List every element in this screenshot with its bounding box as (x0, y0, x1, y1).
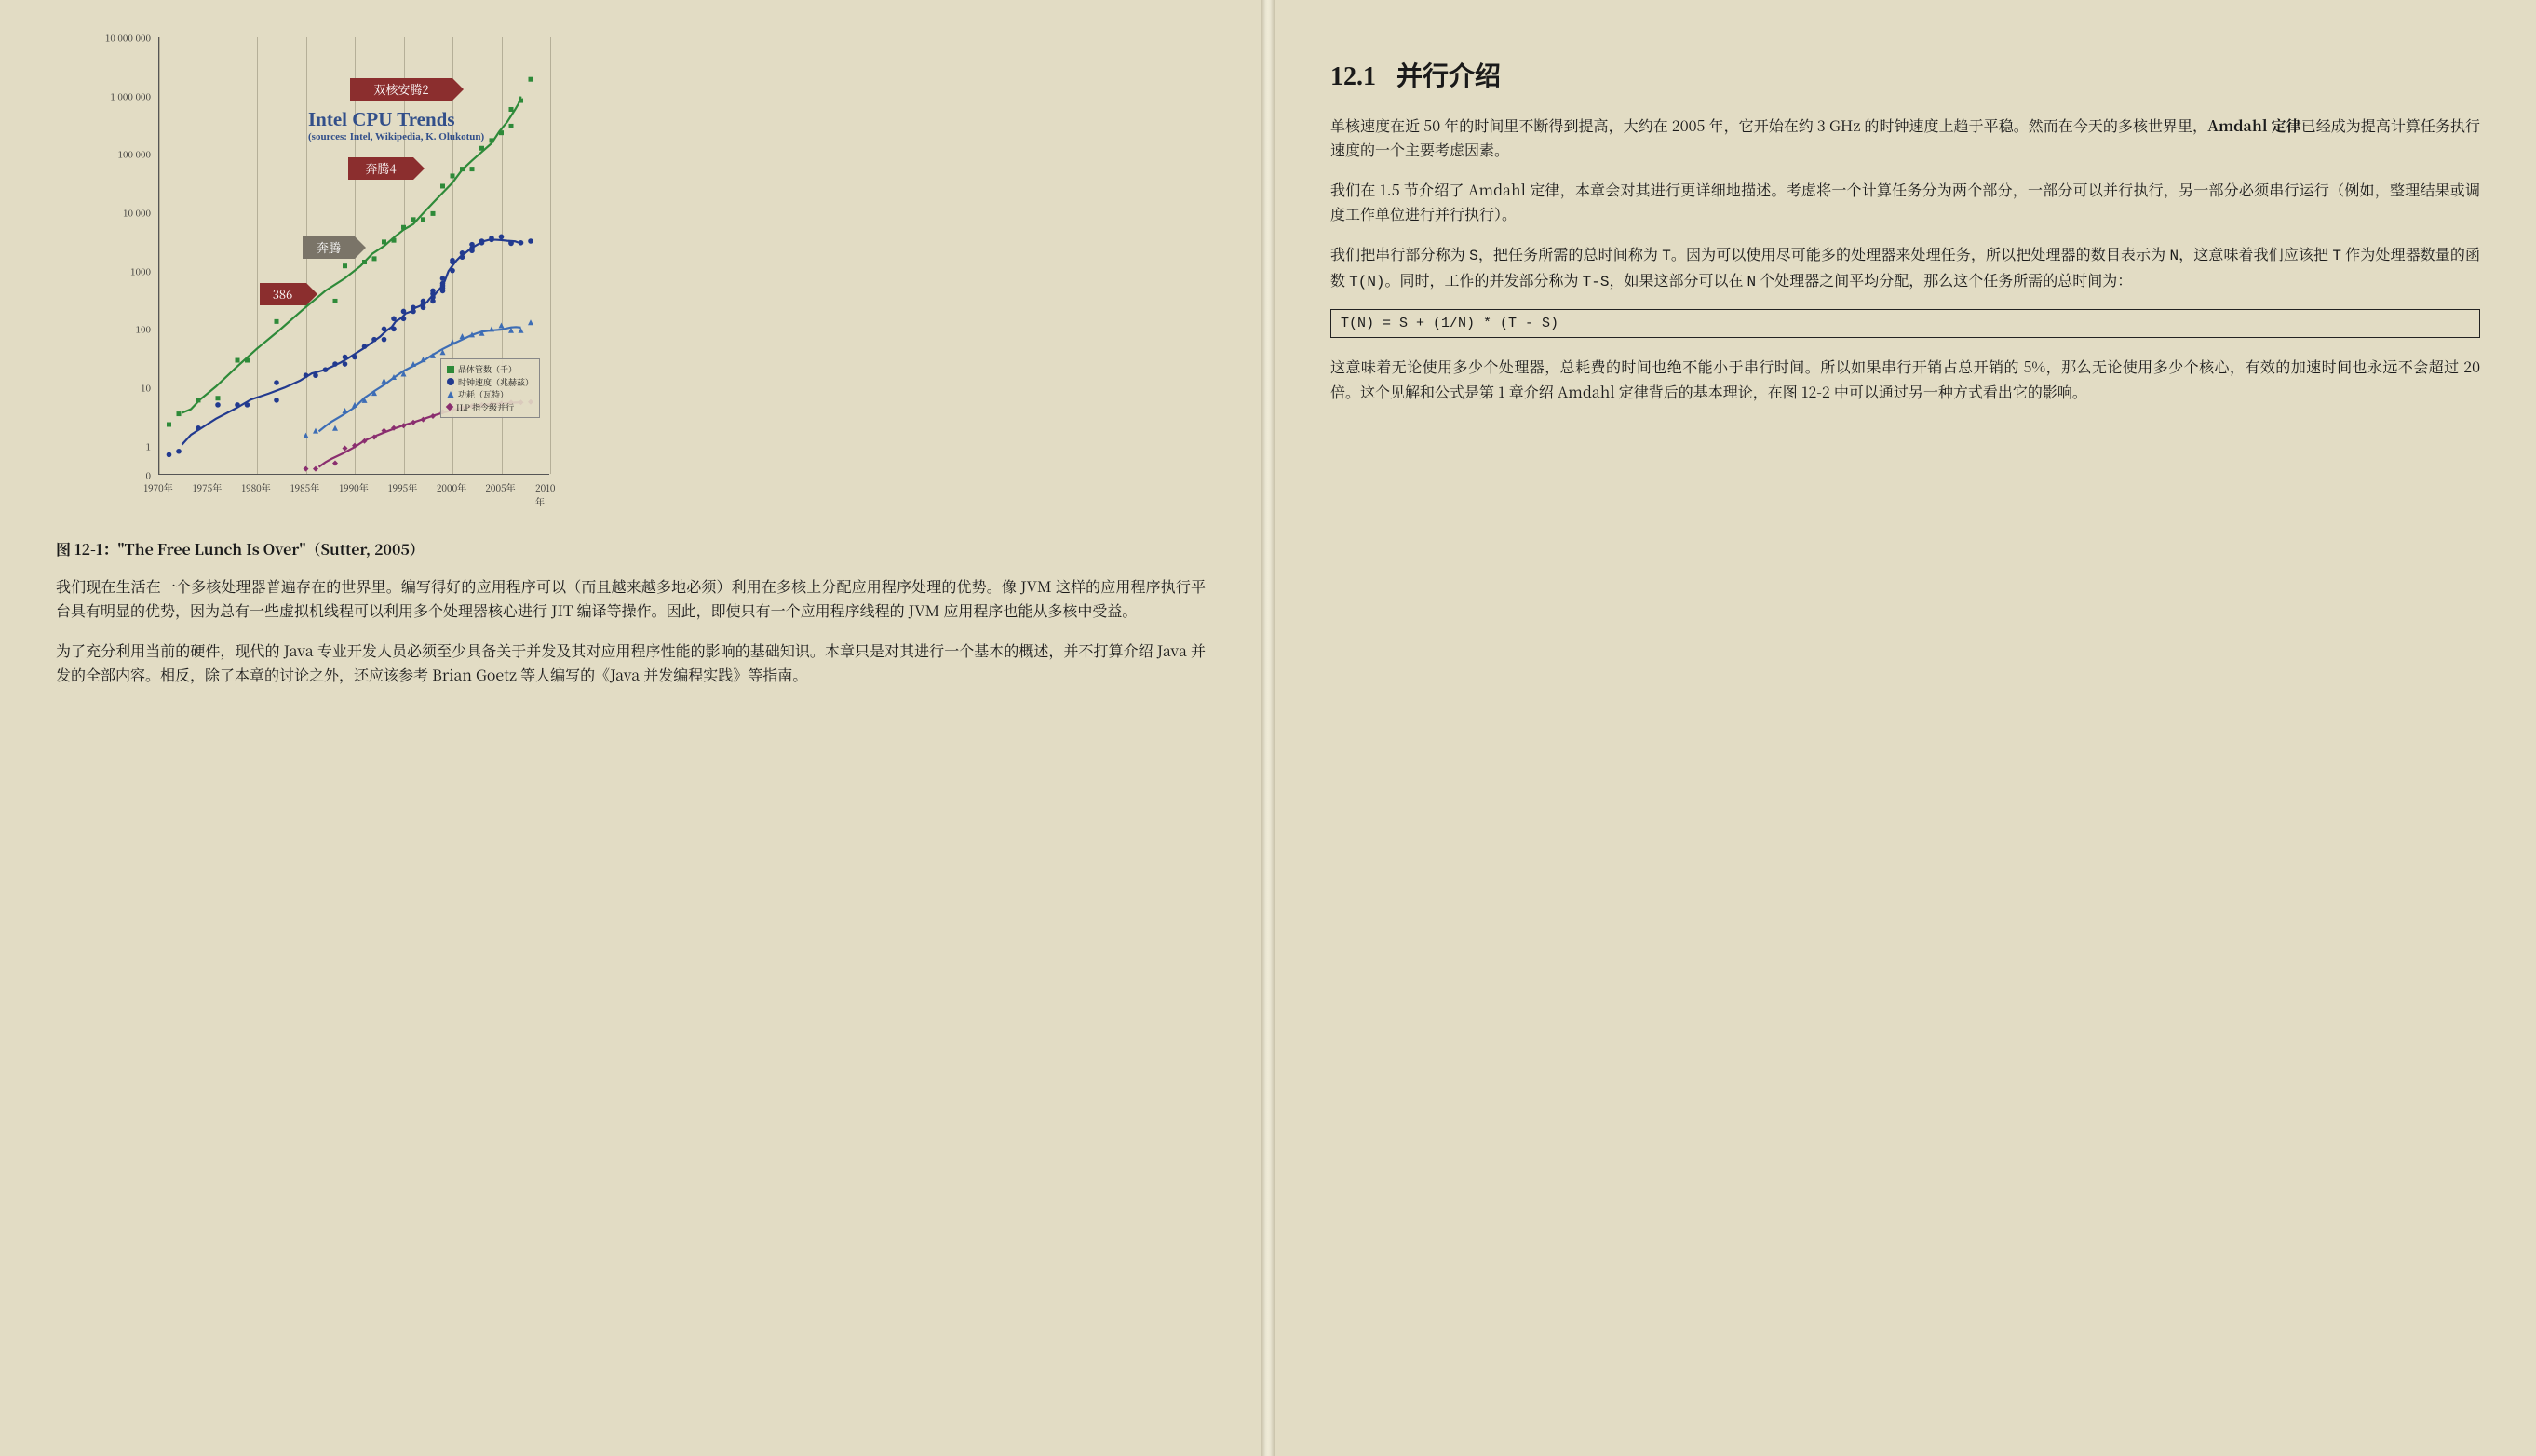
x-tick-label: 1995年 (388, 480, 418, 494)
legend-swatch (447, 391, 454, 398)
right-para-3: 我们把串行部分称为 S，把任务所需的总时间称为 T。因为可以使用尽可能多的处理器… (1330, 242, 2480, 295)
legend-row: 时钟速度（兆赫兹） (447, 376, 533, 389)
legend-label: 时钟速度（兆赫兹） (458, 376, 533, 389)
x-tick-label: 1970年 (143, 480, 172, 494)
chart-title-line1: Intel CPU Trends (308, 108, 484, 131)
y-tick-label: 100 (93, 322, 151, 336)
x-tick-label: 1975年 (193, 480, 222, 494)
x-tick-label: 2010年 (535, 480, 563, 508)
section-number: 12.1 (1330, 62, 1376, 91)
y-tick-label: 10 (93, 381, 151, 395)
cpu-trends-chart: 0 1 10 100 1000 10 000 100 000 1 000 000 10 000 … (93, 28, 577, 521)
x-tick-label: 2000年 (437, 480, 466, 494)
legend-row: 功耗（瓦特） (447, 388, 533, 401)
right-para-4: 这意味着无论使用多少个处理器，总耗费的时间也绝不能小于串行时间。所以如果串行开销… (1330, 355, 2480, 404)
amdahl-formula: T(N) = S + (1/N) * (T - S) (1330, 309, 2480, 338)
legend-label: 晶体管数（千） (458, 363, 517, 376)
y-tick-label: 1000 (93, 263, 151, 277)
left-para-2: 为了充分利用当前的硬件，现代的 Java 专业开发人员必须至少具备关于并发及其对… (56, 639, 1206, 688)
x-tick-label: 1980年 (241, 480, 270, 494)
chart-title-line2: (sources: Intel, Wikipedia, K. Olukotun) (308, 131, 484, 142)
section-heading: 12.1 并行介绍 (1330, 56, 2480, 93)
caption-prefix: 图 12-1： (56, 538, 117, 559)
page-gutter (1261, 0, 1275, 1456)
chart-title: Intel CPU Trends (sources: Intel, Wikipe… (308, 108, 484, 142)
y-tick-label: 1 (93, 438, 151, 452)
plot-area: Intel CPU Trends (sources: Intel, Wikipe… (158, 37, 549, 475)
legend-swatch (447, 366, 454, 373)
legend-label: ILP 指令级并行 (456, 401, 514, 414)
y-tick-label: 10 000 000 (93, 31, 151, 45)
chart-annotation-arrow: 386 (260, 283, 306, 305)
figure-caption: 图 12-1："The Free Lunch Is Over"（Sutter, … (56, 538, 1206, 559)
legend-swatch (446, 403, 453, 411)
y-tick-label: 1 000 000 (93, 88, 151, 102)
x-tick-label: 1990年 (339, 480, 369, 494)
caption-title: "The Free Lunch Is Over" (117, 538, 305, 559)
gridline (550, 37, 551, 474)
left-page: 0 1 10 100 1000 10 000 100 000 1 000 000 10 000 … (0, 0, 1261, 1456)
chart-legend: 晶体管数（千）时钟速度（兆赫兹）功耗（瓦特）ILP 指令级并行 (440, 358, 540, 418)
left-para-1: 我们现在生活在一个多核处理器普遍存在的世界里。编写得好的应用程序可以（而且越来越… (56, 574, 1206, 624)
caption-cite: （Sutter, 2005） (305, 538, 424, 559)
y-tick-label: 10 000 (93, 206, 151, 220)
right-para-1: 单核速度在近 50 年的时间里不断得到提高，大约在 2005 年，它开始在约 3… (1330, 114, 2480, 163)
legend-row: ILP 指令级并行 (447, 401, 533, 414)
y-tick-label: 0 (93, 468, 151, 482)
legend-label: 功耗（瓦特） (458, 388, 508, 401)
right-para-2: 我们在 1.5 节介绍了 Amdahl 定律，本章会对其进行更详细地描述。考虑将… (1330, 178, 2480, 227)
x-tick-label: 1985年 (290, 480, 320, 494)
chart-annotation-arrow: 奔腾4 (348, 157, 413, 180)
legend-row: 晶体管数（千） (447, 363, 533, 376)
chart-annotation-arrow: 奔腾 (303, 236, 355, 259)
section-title: 并行介绍 (1396, 62, 1501, 91)
y-tick-label: 100 000 (93, 147, 151, 161)
right-page: 12.1 并行介绍 单核速度在近 50 年的时间里不断得到提高，大约在 2005 … (1275, 0, 2536, 1456)
x-tick-label: 2005年 (485, 480, 515, 494)
chart-annotation-arrow: 双核安腾2 (350, 78, 452, 101)
legend-swatch (447, 378, 454, 385)
